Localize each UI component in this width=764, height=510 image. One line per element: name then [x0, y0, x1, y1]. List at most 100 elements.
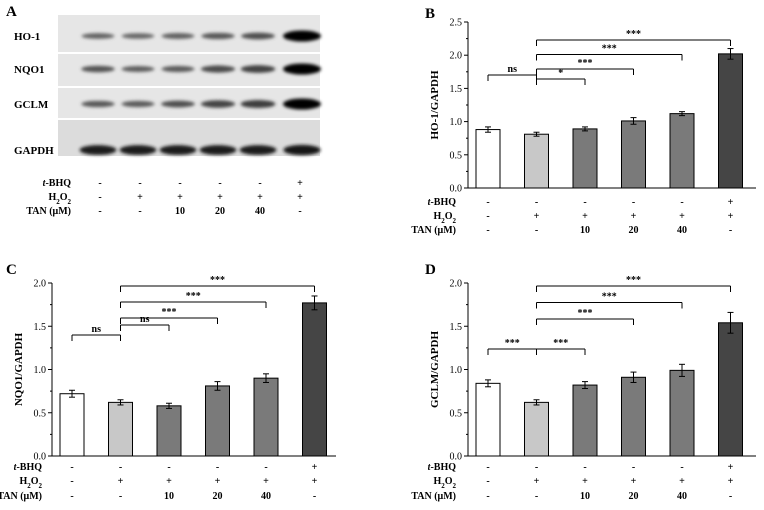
- blot-condition-value: +: [137, 192, 143, 203]
- panel-letter-D: D: [425, 262, 436, 278]
- bar: [621, 120, 646, 189]
- bar: [302, 302, 327, 457]
- sig-label: ***: [602, 44, 617, 55]
- y-tick-label: 0.5: [34, 408, 47, 419]
- condition-label-C-0-italic: t: [14, 462, 18, 473]
- condition-value: -: [486, 462, 489, 473]
- blot-band: [79, 145, 117, 155]
- blot-condition-value: -: [138, 206, 141, 217]
- y-axis-title: HO-1/GAPDH: [429, 70, 441, 139]
- blot-condition-value: -: [138, 178, 141, 189]
- condition-value: -: [535, 225, 538, 236]
- condition-value: 20: [629, 225, 639, 236]
- condition-value: 20: [213, 491, 223, 502]
- condition-label-B-1-part-0: H: [433, 211, 441, 222]
- blot-condition-label-0-rest: -BHQ: [45, 178, 71, 189]
- blot-label-GAPDH: GAPDH: [14, 145, 54, 157]
- western-blot-panel: HO-1 NQO1 GCLM GAPDH: [14, 15, 321, 157]
- condition-value: +: [728, 462, 734, 473]
- y-tick-label: 2.5: [450, 18, 463, 29]
- condition-value: +: [631, 211, 637, 222]
- condition-value: +: [728, 197, 734, 208]
- bar: [718, 322, 743, 457]
- condition-value: -: [167, 462, 170, 473]
- condition-value: -: [486, 476, 489, 487]
- bar: [205, 385, 230, 457]
- blot-band: [81, 33, 115, 39]
- blot-band: [81, 100, 115, 108]
- condition-label-B-0: t-BHQ: [428, 197, 457, 208]
- bar: [59, 393, 85, 457]
- condition-label-D-0: t-BHQ: [428, 462, 457, 473]
- blot-band: [161, 100, 195, 108]
- condition-value: 20: [629, 491, 639, 502]
- blot-condition-value: 20: [215, 206, 225, 217]
- bar: [524, 133, 549, 189]
- condition-value: +: [118, 476, 124, 487]
- y-tick-label: 2.0: [450, 51, 463, 62]
- blot-condition-label-1-part-0: H: [48, 192, 56, 203]
- panel-letter-B: B: [425, 6, 435, 22]
- bar: [156, 405, 182, 457]
- sig-label: ***: [578, 308, 593, 319]
- condition-label-C-2: TAN (μM): [0, 491, 42, 502]
- condition-label-B-0-italic: t: [428, 197, 432, 208]
- sig-label: ns: [92, 324, 102, 335]
- blot-band: [239, 145, 277, 155]
- blot-condition-value: 10: [175, 206, 185, 217]
- condition-label-D-2: TAN (μM): [411, 491, 456, 502]
- blot-band: [161, 33, 195, 39]
- condition-value: 40: [677, 225, 687, 236]
- condition-value: +: [582, 211, 588, 222]
- sig-label: *: [558, 68, 563, 79]
- sig-label: ***: [553, 338, 568, 349]
- condition-value: -: [583, 462, 586, 473]
- y-tick-label: 0.5: [450, 150, 463, 161]
- blot-condition-label-0-italic: t: [43, 178, 47, 189]
- condition-value: -: [729, 225, 732, 236]
- condition-value: 10: [164, 491, 174, 502]
- condition-label-B-1-part-3: 2: [453, 217, 457, 225]
- blot-band: [161, 65, 195, 73]
- blot-condition-value: +: [177, 192, 183, 203]
- bar: [253, 377, 279, 457]
- y-tick-label: 0.0: [34, 452, 47, 463]
- blot-condition-value: +: [297, 178, 303, 189]
- y-tick-label: 2.0: [34, 279, 47, 290]
- blot-condition-label-1-part-2: O: [60, 192, 68, 203]
- y-tick-label: 1.5: [450, 84, 463, 95]
- sig-label: ***: [505, 338, 520, 349]
- condition-value: +: [534, 211, 540, 222]
- condition-value: -: [70, 491, 73, 502]
- condition-label-B-1: H2O2: [433, 211, 456, 225]
- condition-value: -: [264, 462, 267, 473]
- blot-band: [283, 144, 321, 156]
- blot-condition-value: +: [217, 192, 223, 203]
- blot-band: [159, 145, 197, 155]
- condition-label-C-0-rest: -BHQ: [16, 462, 42, 473]
- condition-value: +: [215, 476, 221, 487]
- chart-panel-C: C 0.0 0.5 1.0 1.5 2.0 NQO1/GAPDH ns ns *** *** *** t…: [0, 262, 336, 502]
- condition-value: -: [680, 197, 683, 208]
- condition-label-C-0: t-BHQ: [14, 462, 43, 473]
- blot-condition-value: -: [178, 178, 181, 189]
- condition-value: +: [582, 476, 588, 487]
- condition-value: +: [166, 476, 172, 487]
- condition-value: -: [583, 197, 586, 208]
- condition-label-D-1-part-3: 2: [453, 482, 457, 490]
- blot-band: [200, 65, 236, 73]
- y-tick-label: 1.0: [450, 117, 463, 128]
- sig-label: ***: [210, 275, 225, 286]
- y-tick-label: 1.0: [450, 365, 463, 376]
- condition-value: 10: [580, 491, 590, 502]
- condition-value: -: [119, 491, 122, 502]
- condition-value: 10: [580, 225, 590, 236]
- condition-label-B-0-rest: -BHQ: [430, 197, 456, 208]
- condition-value: +: [263, 476, 269, 487]
- sig-label: ***: [578, 58, 593, 69]
- condition-value: +: [679, 476, 685, 487]
- condition-value: 40: [677, 491, 687, 502]
- condition-label-D-1: H2O2: [433, 476, 456, 490]
